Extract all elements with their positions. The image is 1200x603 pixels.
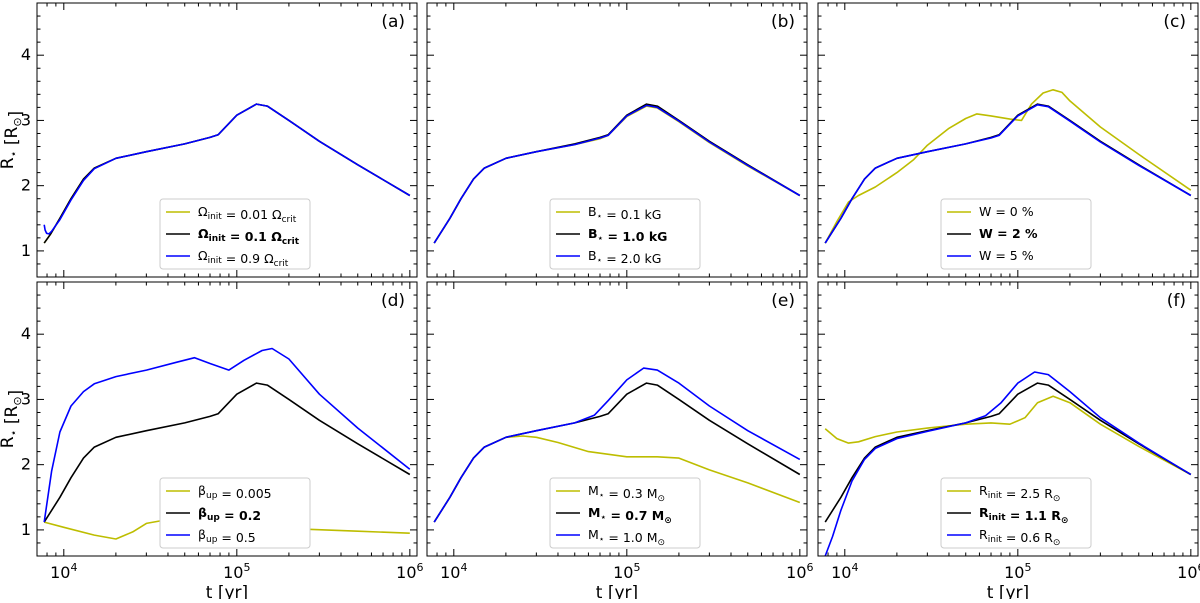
panel-label: (c): [1163, 12, 1186, 32]
legend-entry: Rinit = 0.6 R⊙: [979, 527, 1060, 548]
plot-frame: [36, 2, 418, 278]
panel-d: 1 2 3 4 R⋆ [R⊙] 104 105 106 t [yr] (d) βup = 0.005…: [0, 281, 424, 603]
legend-entry: W = 5 %: [979, 248, 1034, 263]
legend-entry: βup = 0.005: [198, 483, 272, 501]
x-tick-label: 104: [831, 561, 858, 582]
x-tick-label: 104: [50, 561, 77, 582]
x-tick-label: 106: [1177, 561, 1200, 582]
x-tick-label: 105: [1004, 561, 1031, 582]
legend-entry: Rinit = 2.5 R⊙: [979, 483, 1060, 504]
panel-b: (b) B⋆ = 0.1 kG B⋆ = 1.0 kG B⋆ = 2.0 kG: [426, 2, 808, 278]
legend: Rinit = 2.5 R⊙Rinit = 1.1 R⊙Rinit = 0.6 …: [940, 477, 1092, 549]
series-line-e-2: [433, 367, 801, 523]
legend-entry: B⋆ = 1.0 kG: [588, 226, 667, 244]
plot-frame: [817, 281, 1199, 557]
series-line-c-0: [824, 89, 1192, 244]
y-axis-label: R⋆ [R⊙]: [0, 111, 26, 169]
legend-entry: B⋆ = 2.0 kG: [588, 248, 661, 266]
legend: M⋆ = 0.3 M⊙M⋆ = 0.7 M⊙M⋆ = 1.0 M⊙: [549, 477, 701, 549]
x-tick-label: 106: [786, 561, 813, 582]
legend-entry: Ωinit = 0.01 Ωcrit: [198, 204, 297, 225]
panel-label: (b): [771, 12, 795, 32]
legend: B⋆ = 0.1 kG B⋆ = 1.0 kG B⋆ = 2.0 kG: [549, 198, 701, 270]
series-line-f-2: [824, 371, 1192, 556]
x-tick-label: 104: [440, 561, 467, 582]
legend-entry: B⋆ = 0.1 kG: [588, 204, 661, 222]
panel-label: (d): [381, 291, 405, 311]
y-axis-label: R⋆ [R⊙]: [0, 390, 26, 448]
x-axis-label: t [yr]: [596, 583, 638, 599]
legend-entry: Rinit = 1.1 R⊙: [979, 505, 1068, 526]
legend-entry: Ωinit = 0.1 Ωcrit: [198, 226, 300, 247]
x-tick-label: 105: [613, 561, 640, 582]
y-tick-label: 4: [21, 324, 31, 343]
y-tick-label: 1: [21, 520, 31, 539]
plot-frame: [36, 281, 418, 557]
series-line-d-1: [43, 382, 411, 523]
panel-c: (c) W = 0 % W = 2 % W = 5 %: [817, 2, 1199, 278]
y-tick-label: 2: [21, 455, 31, 474]
plot-frame: [426, 2, 808, 278]
series-line-b-2: [433, 104, 801, 244]
legend-entry: M⋆ = 0.7 M⊙: [588, 505, 672, 526]
series-line-d-2: [43, 347, 411, 523]
y-tick-label: 4: [21, 45, 31, 64]
series-line-c-2: [824, 104, 1192, 244]
x-tick-label: 105: [223, 561, 250, 582]
panel-label: (e): [771, 291, 795, 311]
x-axis-label: t [yr]: [206, 583, 248, 599]
legend-entry: Ωinit = 0.9 Ωcrit: [198, 248, 289, 269]
legend-entry: βup = 0.5: [198, 527, 256, 545]
legend-entry: W = 2 %: [979, 226, 1038, 241]
legend-entry: βup = 0.2: [198, 505, 261, 523]
legend-entry: M⋆ = 1.0 M⊙: [588, 527, 665, 548]
series-line-f-1: [824, 382, 1192, 523]
y-tick-label: 2: [21, 176, 31, 195]
legend-entry: W = 0 %: [979, 204, 1034, 219]
y-tick-label: 3: [21, 389, 31, 408]
plot-frame: [426, 281, 808, 557]
legend: βup = 0.005 βup = 0.2 βup = 0.5: [159, 477, 311, 549]
series-line-a-2: [43, 103, 411, 235]
legend-entry: M⋆ = 0.3 M⊙: [588, 483, 665, 504]
plot-frame: [817, 2, 1199, 278]
series-line-f-0: [824, 395, 1192, 476]
panel-e: 104 105 106 t [yr] (e) M⋆ = 0.3 M⊙M⋆ = 0.7 M⊙…: [426, 281, 814, 603]
y-tick-label: 3: [21, 110, 31, 129]
x-tick-label: 106: [396, 561, 423, 582]
y-tick-label: 1: [21, 241, 31, 260]
panel-label: (f): [1167, 291, 1186, 311]
panel-label: (a): [381, 12, 405, 32]
legend: W = 0 % W = 2 % W = 5 %: [940, 198, 1092, 270]
x-axis-label: t [yr]: [987, 583, 1029, 599]
